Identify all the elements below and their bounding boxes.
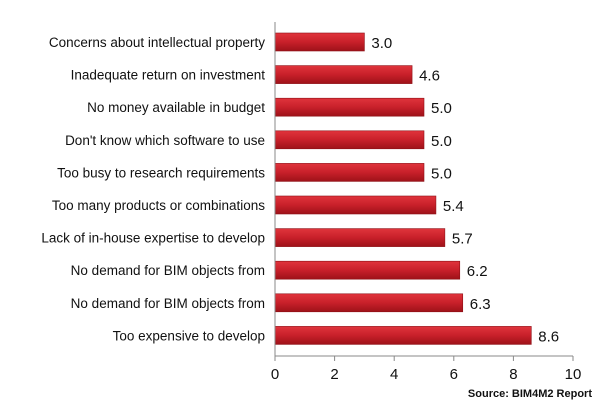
category-label: Concerns about intellectual property [49, 35, 265, 50]
bar [274, 130, 425, 150]
bar-value-label: 5.4 [443, 198, 464, 215]
bar-value-label: 5.0 [431, 100, 452, 117]
bar [274, 195, 437, 215]
bar [274, 163, 425, 182]
bar [274, 228, 446, 247]
category-label: Don't know which software to use [65, 133, 265, 148]
bar-value-label: 5.7 [452, 231, 473, 248]
bar-value-label: 5.0 [431, 165, 452, 182]
bar [274, 326, 532, 345]
bar [274, 293, 464, 313]
bar [274, 65, 413, 84]
bar-value-label: 8.6 [538, 328, 559, 345]
x-tick-label: 4 [390, 366, 398, 383]
category-label: No money available in budget [87, 100, 265, 115]
x-tick-label: 10 [565, 366, 582, 383]
x-tick-label: 0 [271, 366, 279, 383]
bar-value-label: 6.2 [467, 263, 488, 280]
category-label: No demand for BIM objects from [71, 263, 265, 278]
bar [274, 32, 365, 52]
bar-value-label: 5.0 [431, 133, 452, 150]
bars-group: Concerns about intellectual property 3.0 I… [41, 32, 559, 345]
bar-value-label: 4.6 [419, 68, 440, 85]
source-note: Source: BIM4M2 Report [467, 388, 592, 400]
bar-value-label: 3.0 [371, 35, 392, 52]
bar [274, 260, 461, 280]
category-label: No demand for BIM objects from [71, 296, 265, 311]
x-tick-label: 2 [330, 366, 338, 383]
x-tick-label: 6 [450, 366, 458, 383]
bar [274, 97, 425, 117]
x-tick-label: 8 [509, 366, 517, 383]
category-label: Too many products or combinations [52, 198, 265, 213]
category-label: Too expensive to develop [113, 328, 265, 343]
category-label: Lack of in-house expertise to develop [41, 231, 265, 246]
x-axis: 0 2 4 6 8 10 [271, 22, 582, 383]
category-label: Inadequate return on investment [71, 68, 266, 83]
bar-value-label: 6.3 [470, 296, 491, 313]
category-label: Too busy to research requirements [57, 165, 265, 180]
